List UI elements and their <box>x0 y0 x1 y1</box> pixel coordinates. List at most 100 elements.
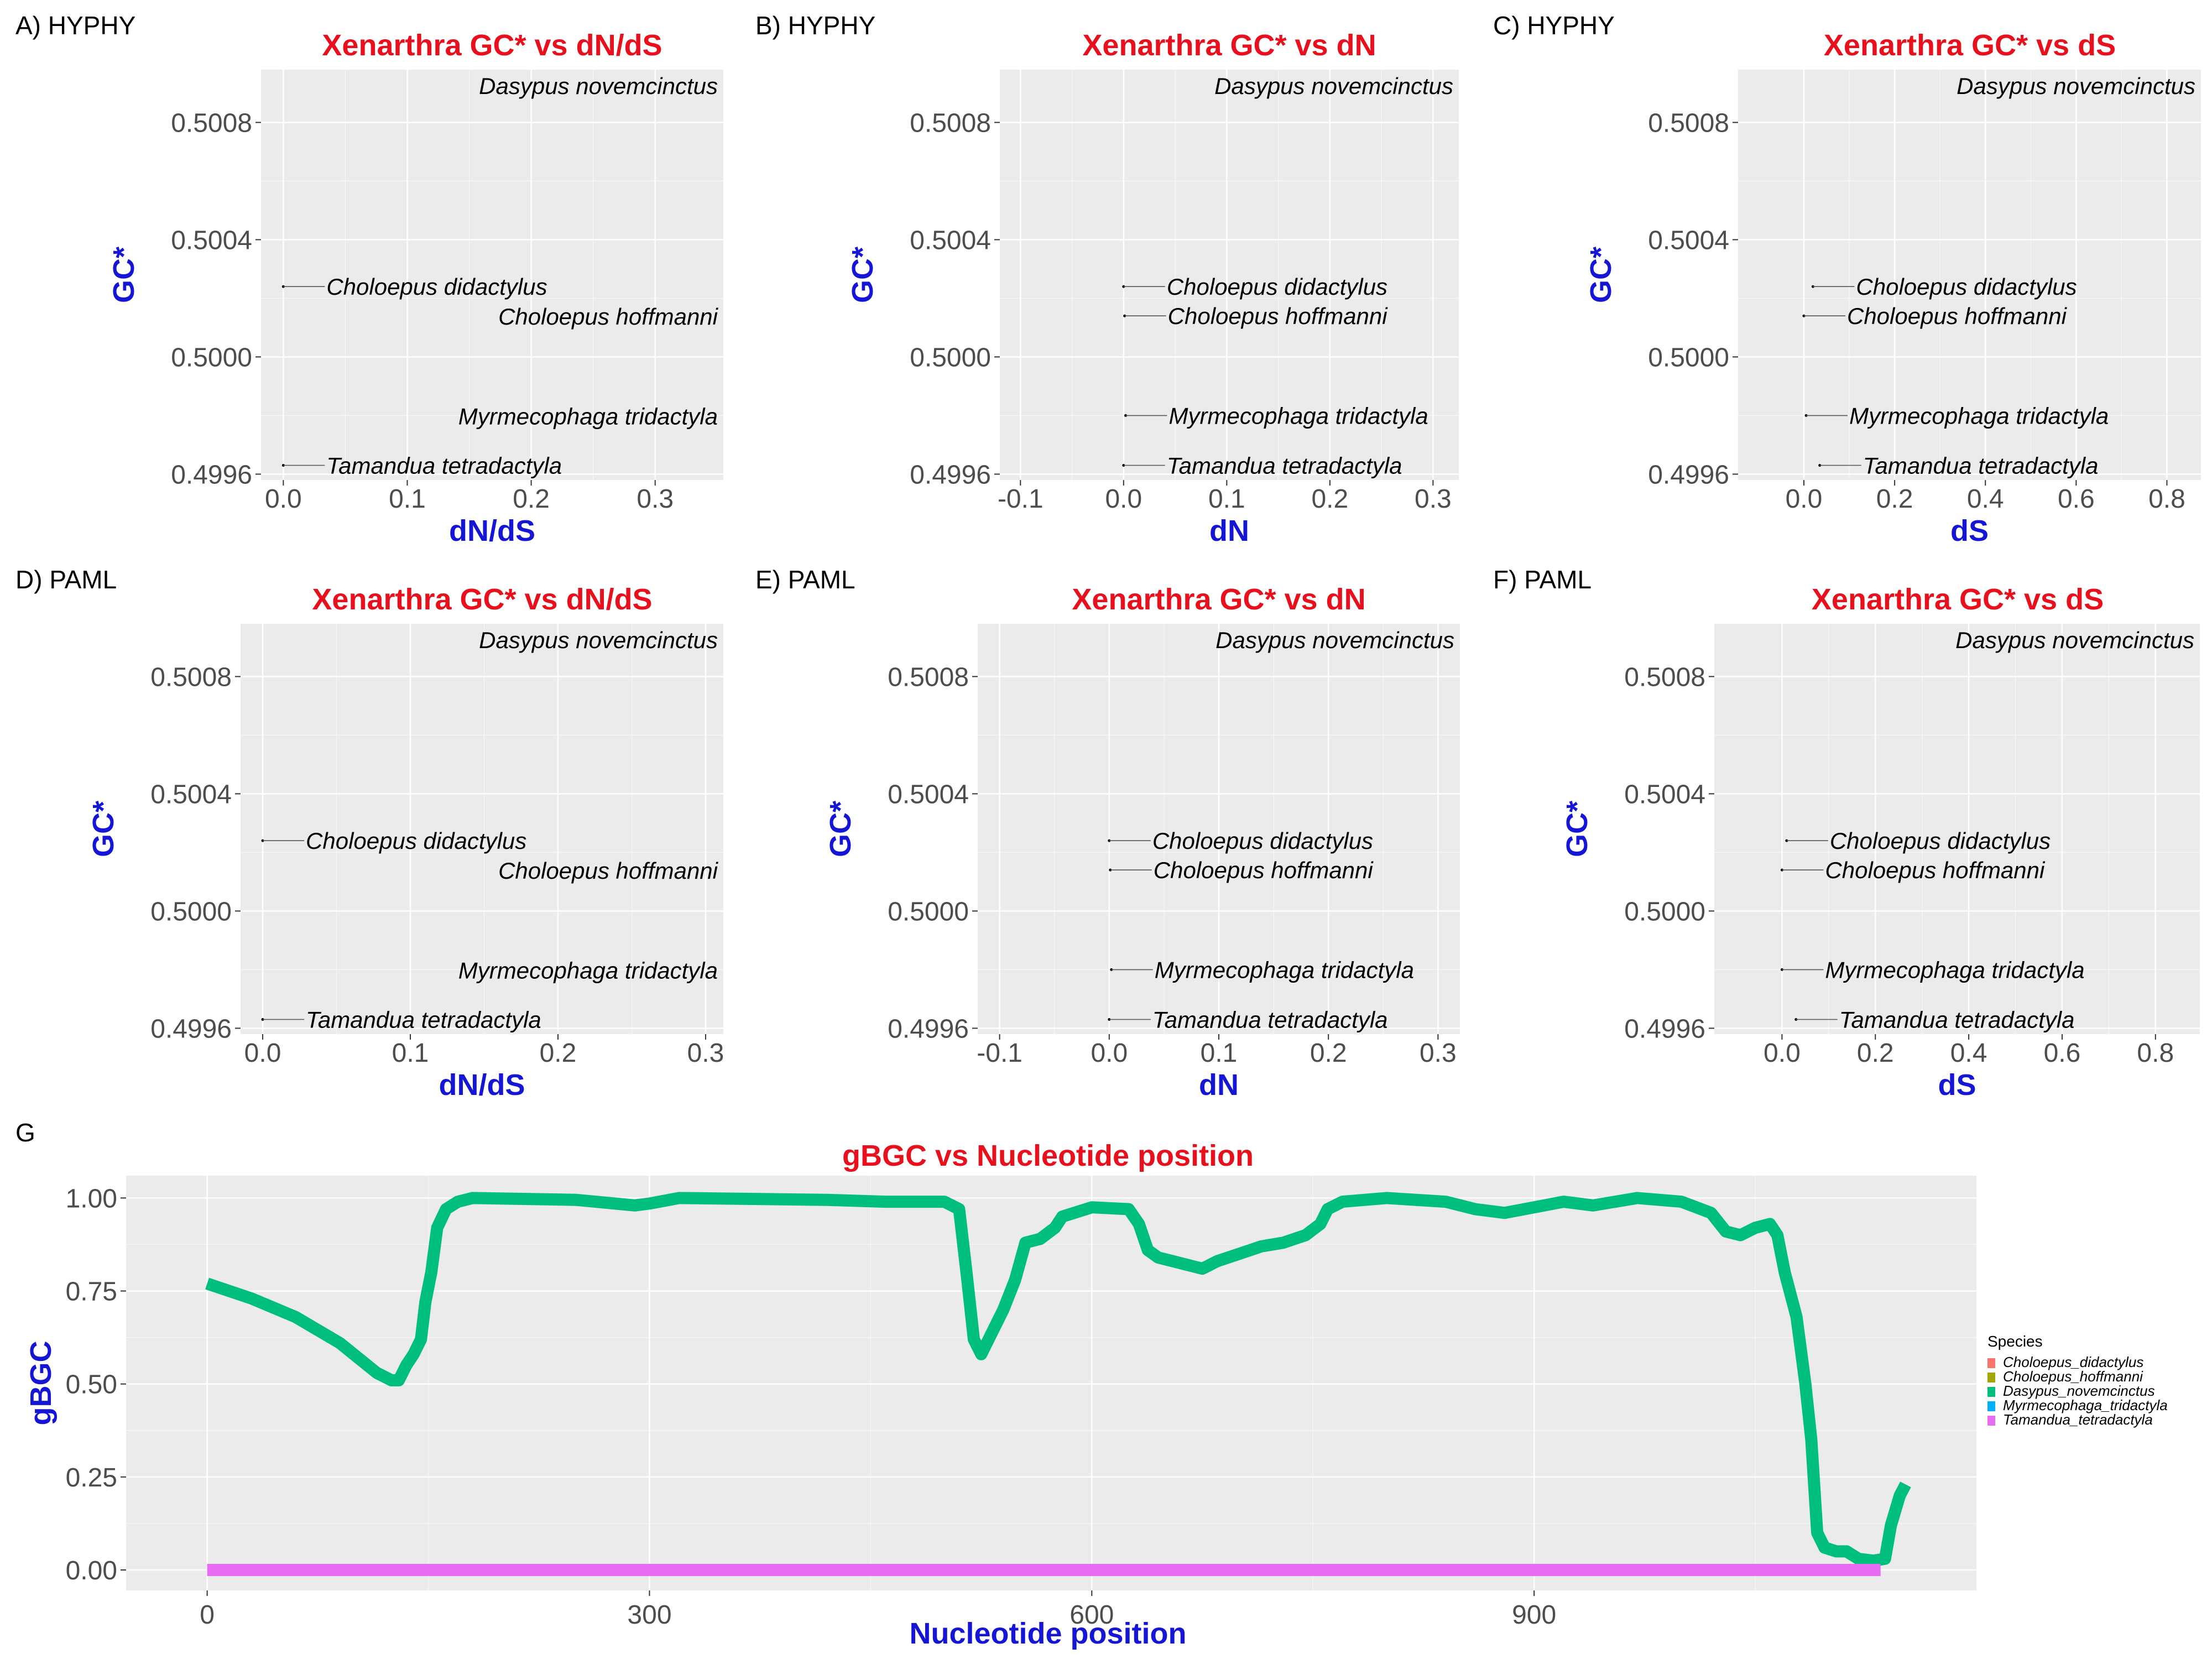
y-tick-label: 0.5004 <box>150 780 232 809</box>
x-tick-label: 0.3 <box>687 1039 724 1068</box>
x-tick-label: 0.8 <box>2148 484 2185 514</box>
species-label-choloepus-hoffmanni: Choloepus hoffmanni <box>1847 303 2068 329</box>
x-tick-label: 0.0 <box>244 1039 281 1068</box>
y-tick-label: 0.5000 <box>1648 343 1729 372</box>
legend-label: Tamandua_tetradactyla <box>2003 1411 2153 1428</box>
x-axis-title: dN/dS <box>449 514 535 547</box>
scatter-panel-4: 0.0 0.1 0.2 0.3 0.4996 0.5000 0.5004 0.5008 Dasy… <box>15 565 724 1102</box>
chart-title: Xenarthra GC* vs dN/dS <box>312 583 652 616</box>
y-tick-label: 0.5000 <box>171 343 252 372</box>
y-tick-label: 0.5008 <box>888 662 969 692</box>
legend-key-myrmecophaga-tridactyla <box>1987 1401 1995 1411</box>
panel-tag: A) HYPHY <box>15 11 135 40</box>
y-tick-label: 0.5008 <box>1624 662 1705 692</box>
plot-panel <box>261 70 723 480</box>
panel-tag: B) HYPHY <box>755 11 875 40</box>
panel-tag: G <box>15 1118 35 1147</box>
species-label-tamandua-tetradactyla: Tamandua tetradactyla <box>326 453 562 479</box>
species-label-choloepus-didactylus: Choloepus didactylus <box>1167 274 1387 300</box>
x-tick-label: 0 <box>200 1600 215 1630</box>
species-label-choloepus-didactylus: Choloepus didactylus <box>326 274 547 300</box>
y-tick-label: 0.5004 <box>171 226 252 255</box>
species-label-tamandua-tetradactyla: Tamandua tetradactyla <box>1839 1007 2075 1033</box>
x-tick-label: 0.4 <box>1950 1039 1987 1068</box>
scatter-panel-2: -0.1 0.0 0.1 0.2 0.3 0.4996 0.5000 0.5004 0.5008… <box>755 11 1459 547</box>
species-label-choloepus-hoffmanni: Choloepus hoffmanni <box>1825 857 2046 883</box>
x-tick-label: 0.2 <box>1876 484 1913 514</box>
species-label-choloepus-didactylus: Choloepus didactylus <box>1856 274 2077 300</box>
x-tick-label: 0.6 <box>2044 1039 2081 1068</box>
y-tick-label: 0.00 <box>66 1556 117 1585</box>
x-tick-label: 0.1 <box>389 484 426 514</box>
plot-panel <box>1738 70 2201 480</box>
legend-label: Myrmecophaga_tridactyla <box>2003 1397 2168 1413</box>
panel-tag: F) PAML <box>1493 565 1592 594</box>
species-label-myrmecophaga-tridactyla: Myrmecophaga tridactyla <box>1169 403 1428 429</box>
x-axis-title: Nucleotide position <box>909 1617 1186 1650</box>
y-tick-label: 0.50 <box>66 1370 117 1400</box>
y-tick-label: 0.4996 <box>1648 460 1729 489</box>
y-tick-label: 0.4996 <box>171 460 252 489</box>
species-label-choloepus-didactylus: Choloepus didactylus <box>1152 828 1373 854</box>
species-label-tamandua-tetradactyla: Tamandua tetradactyla <box>1863 453 2099 479</box>
x-tick-label: -0.1 <box>977 1039 1022 1068</box>
x-axis-title: dS <box>1938 1068 1976 1102</box>
species-label-dasypus-novemcinctus: Dasypus novemcinctus <box>479 627 718 653</box>
x-tick-label: 0.0 <box>1105 484 1142 514</box>
series-line-dasypus-novemcinctus <box>205 1192 1911 1567</box>
x-tick-label: 0.0 <box>1091 1039 1128 1068</box>
species-label-myrmecophaga-tridactyla: Myrmecophaga tridactyla <box>458 403 718 429</box>
panel-tag: E) PAML <box>755 565 855 594</box>
x-axis-title: dN <box>1199 1068 1239 1102</box>
x-tick-label: 300 <box>627 1600 671 1630</box>
plot-panel <box>241 624 723 1034</box>
scatter-panel-3: 0.0 0.2 0.4 0.6 0.8 0.4996 0.5000 0.5004 0.5008 D… <box>1493 11 2201 547</box>
legend-key-dasypus-novemcinctus <box>1987 1387 1995 1397</box>
x-tick-label: 0.0 <box>1786 484 1823 514</box>
species-label-choloepus-didactylus: Choloepus didactylus <box>306 828 526 854</box>
x-tick-label: 0.1 <box>392 1039 429 1068</box>
x-tick-label: 0.0 <box>1764 1039 1801 1068</box>
y-tick-label: 0.5008 <box>910 108 991 138</box>
x-tick-label: 0.6 <box>2058 484 2095 514</box>
legend-key-choloepus-didactylus <box>1987 1358 1995 1368</box>
x-tick-label: 0.1 <box>1201 1039 1238 1068</box>
legend-key-tamandua-tetradactyla <box>1987 1416 1995 1426</box>
chart-title: Xenarthra GC* vs dN <box>1072 583 1365 616</box>
plot-panel <box>1000 70 1459 480</box>
x-tick-label: 0.2 <box>1311 484 1348 514</box>
y-tick-label: 0.5000 <box>910 343 991 372</box>
y-axis-title: GC* <box>1584 247 1618 303</box>
y-axis-title: GC* <box>1561 801 1594 857</box>
y-axis-title: GC* <box>824 801 857 857</box>
y-tick-label: 0.5004 <box>1624 780 1705 809</box>
x-tick-label: 0.1 <box>1208 484 1245 514</box>
species-label-myrmecophaga-tridactyla: Myrmecophaga tridactyla <box>1155 957 1414 983</box>
y-tick-label: 0.25 <box>66 1463 117 1493</box>
legend-key-choloepus-hoffmanni <box>1987 1373 1995 1383</box>
scatter-panel-1: 0.0 0.1 0.2 0.3 0.4996 0.5000 0.5004 0.5008 Dasy… <box>15 11 723 547</box>
species-label-dasypus-novemcinctus: Dasypus novemcinctus <box>479 73 718 99</box>
legend-title: Species <box>1987 1333 2043 1350</box>
chart-title: Xenarthra GC* vs dS <box>1812 583 2104 616</box>
scatter-panel-5: -0.1 0.0 0.1 0.2 0.3 0.4996 0.5000 0.5004 0.5008… <box>755 565 1460 1102</box>
chart-title: Xenarthra GC* vs dN <box>1082 29 1376 62</box>
y-tick-label: 0.5000 <box>888 897 969 926</box>
y-axis-title: GC* <box>846 247 879 303</box>
x-tick-label: 900 <box>1512 1600 1556 1630</box>
y-tick-label: 0.4996 <box>150 1014 232 1044</box>
x-axis-title: dN <box>1209 514 1249 547</box>
species-label-choloepus-hoffmanni: Choloepus hoffmanni <box>498 304 719 330</box>
x-tick-label: 0.2 <box>1310 1039 1347 1068</box>
species-label-choloepus-didactylus: Choloepus didactylus <box>1830 828 2051 854</box>
legend-label: Choloepus_hoffmanni <box>2003 1368 2143 1385</box>
y-axis-title: gBGC <box>24 1341 58 1426</box>
chart-title: Xenarthra GC* vs dS <box>1824 29 2116 62</box>
x-tick-label: 0.0 <box>265 484 302 514</box>
panel-tag: C) HYPHY <box>1493 11 1615 40</box>
x-tick-label: 0.3 <box>637 484 674 514</box>
species-label-choloepus-hoffmanni: Choloepus hoffmanni <box>1168 303 1389 329</box>
y-tick-label: 0.5004 <box>1648 226 1729 255</box>
